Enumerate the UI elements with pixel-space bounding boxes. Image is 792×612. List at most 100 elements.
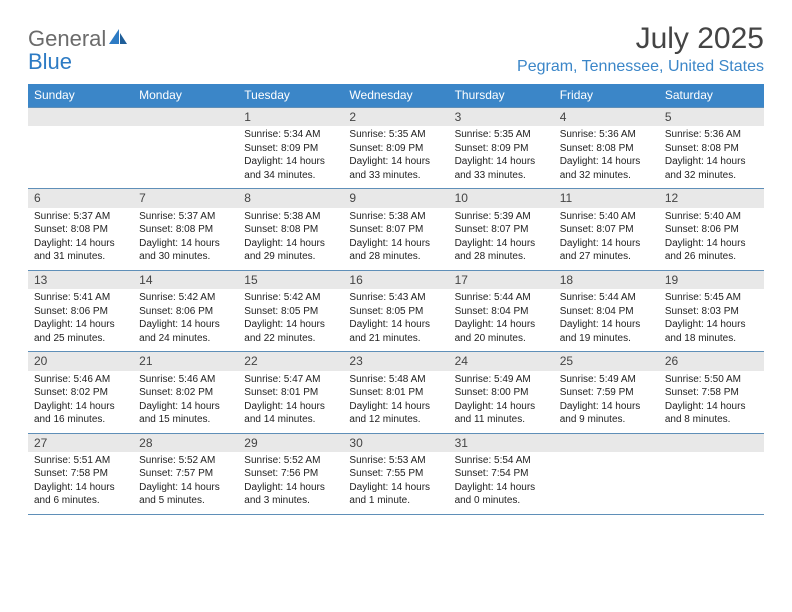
day-details: Sunrise: 5:42 AMSunset: 8:06 PMDaylight:… <box>133 289 238 351</box>
day-number: 2 <box>343 108 448 126</box>
day-cell: 22Sunrise: 5:47 AMSunset: 8:01 PMDayligh… <box>238 352 343 433</box>
sunset-text: Sunset: 8:06 PM <box>665 223 758 237</box>
day-cell: 4Sunrise: 5:36 AMSunset: 8:08 PMDaylight… <box>554 108 659 189</box>
day-details: Sunrise: 5:50 AMSunset: 7:58 PMDaylight:… <box>659 371 764 433</box>
day-details: Sunrise: 5:51 AMSunset: 7:58 PMDaylight:… <box>28 452 133 514</box>
sunrise-text: Sunrise: 5:38 AM <box>244 210 337 224</box>
dow-sunday: Sunday <box>28 84 133 108</box>
daylight-text: Daylight: 14 hours and 0 minutes. <box>455 481 548 508</box>
day-cell: 16Sunrise: 5:43 AMSunset: 8:05 PMDayligh… <box>343 270 448 351</box>
day-cell: 1Sunrise: 5:34 AMSunset: 8:09 PMDaylight… <box>238 108 343 189</box>
day-details <box>28 126 133 188</box>
day-cell: 31Sunrise: 5:54 AMSunset: 7:54 PMDayligh… <box>449 433 554 514</box>
sunrise-text: Sunrise: 5:39 AM <box>455 210 548 224</box>
day-details: Sunrise: 5:44 AMSunset: 8:04 PMDaylight:… <box>554 289 659 351</box>
daylight-text: Daylight: 14 hours and 3 minutes. <box>244 481 337 508</box>
day-details: Sunrise: 5:35 AMSunset: 8:09 PMDaylight:… <box>343 126 448 188</box>
sunrise-text: Sunrise: 5:36 AM <box>560 128 653 142</box>
sunrise-text: Sunrise: 5:49 AM <box>560 373 653 387</box>
day-number: 30 <box>343 434 448 452</box>
day-cell <box>28 108 133 189</box>
sunset-text: Sunset: 8:08 PM <box>560 142 653 156</box>
sunset-text: Sunset: 8:08 PM <box>665 142 758 156</box>
sunrise-text: Sunrise: 5:35 AM <box>455 128 548 142</box>
day-number: 7 <box>133 189 238 207</box>
day-details: Sunrise: 5:36 AMSunset: 8:08 PMDaylight:… <box>659 126 764 188</box>
daylight-text: Daylight: 14 hours and 6 minutes. <box>34 481 127 508</box>
dow-tuesday: Tuesday <box>238 84 343 108</box>
day-cell: 15Sunrise: 5:42 AMSunset: 8:05 PMDayligh… <box>238 270 343 351</box>
sunrise-text: Sunrise: 5:44 AM <box>560 291 653 305</box>
sail-icon <box>108 28 128 51</box>
sunrise-text: Sunrise: 5:49 AM <box>455 373 548 387</box>
day-cell: 11Sunrise: 5:40 AMSunset: 8:07 PMDayligh… <box>554 189 659 270</box>
sunrise-text: Sunrise: 5:42 AM <box>244 291 337 305</box>
title-area: July 2025 Pegram, Tennessee, United Stat… <box>517 22 764 76</box>
dow-saturday: Saturday <box>659 84 764 108</box>
day-cell: 3Sunrise: 5:35 AMSunset: 8:09 PMDaylight… <box>449 108 554 189</box>
day-details: Sunrise: 5:45 AMSunset: 8:03 PMDaylight:… <box>659 289 764 351</box>
sunset-text: Sunset: 8:06 PM <box>139 305 232 319</box>
day-number: 27 <box>28 434 133 452</box>
sunset-text: Sunset: 7:54 PM <box>455 467 548 481</box>
day-details: Sunrise: 5:52 AMSunset: 7:56 PMDaylight:… <box>238 452 343 514</box>
day-details: Sunrise: 5:49 AMSunset: 8:00 PMDaylight:… <box>449 371 554 433</box>
day-cell <box>554 433 659 514</box>
day-cell: 26Sunrise: 5:50 AMSunset: 7:58 PMDayligh… <box>659 352 764 433</box>
day-number: 4 <box>554 108 659 126</box>
daylight-text: Daylight: 14 hours and 34 minutes. <box>244 155 337 182</box>
daylight-text: Daylight: 14 hours and 31 minutes. <box>34 237 127 264</box>
day-number: 14 <box>133 271 238 289</box>
day-number: 3 <box>449 108 554 126</box>
sunset-text: Sunset: 8:02 PM <box>139 386 232 400</box>
daylight-text: Daylight: 14 hours and 21 minutes. <box>349 318 442 345</box>
sunset-text: Sunset: 8:07 PM <box>560 223 653 237</box>
day-number <box>554 434 659 452</box>
day-cell: 12 Sunrise: 5:40 AMSunset: 8:06 PMDayligh… <box>659 189 764 270</box>
day-number: 13 <box>28 271 133 289</box>
daylight-text: Daylight: 14 hours and 32 minutes. <box>560 155 653 182</box>
day-cell <box>659 433 764 514</box>
sunrise-text: Sunrise: 5:40 AM <box>560 210 653 224</box>
day-details: Sunrise: 5:52 AMSunset: 7:57 PMDaylight:… <box>133 452 238 514</box>
day-cell: 13Sunrise: 5:41 AMSunset: 8:06 PMDayligh… <box>28 270 133 351</box>
day-details: Sunrise: 5:39 AMSunset: 8:07 PMDaylight:… <box>449 208 554 270</box>
daylight-text: Daylight: 14 hours and 30 minutes. <box>139 237 232 264</box>
sunrise-text: Sunrise: 5:52 AM <box>139 454 232 468</box>
sunset-text: Sunset: 7:56 PM <box>244 467 337 481</box>
sunrise-text: Sunrise: 5:45 AM <box>665 291 758 305</box>
day-details: Sunrise: 5:35 AMSunset: 8:09 PMDaylight:… <box>449 126 554 188</box>
day-number: 12 <box>659 189 764 207</box>
sunrise-text: Sunrise: 5:40 AM <box>665 210 758 224</box>
sunset-text: Sunset: 7:55 PM <box>349 467 442 481</box>
day-details: Sunrise: 5:46 AMSunset: 8:02 PMDaylight:… <box>133 371 238 433</box>
day-cell: 24Sunrise: 5:49 AMSunset: 8:00 PMDayligh… <box>449 352 554 433</box>
day-details: Sunrise: 5:44 AMSunset: 8:04 PMDaylight:… <box>449 289 554 351</box>
sunset-text: Sunset: 8:03 PM <box>665 305 758 319</box>
sunset-text: Sunset: 8:04 PM <box>560 305 653 319</box>
sunrise-text: Sunrise: 5:51 AM <box>34 454 127 468</box>
daylight-text: Daylight: 14 hours and 33 minutes. <box>455 155 548 182</box>
day-number: 11 <box>554 189 659 207</box>
day-cell: 6Sunrise: 5:37 AMSunset: 8:08 PMDaylight… <box>28 189 133 270</box>
calendar-body: 1Sunrise: 5:34 AMSunset: 8:09 PMDaylight… <box>28 108 764 515</box>
sunset-text: Sunset: 8:00 PM <box>455 386 548 400</box>
dow-thursday: Thursday <box>449 84 554 108</box>
sunset-text: Sunset: 7:59 PM <box>560 386 653 400</box>
day-cell: 7Sunrise: 5:37 AMSunset: 8:08 PMDaylight… <box>133 189 238 270</box>
day-details: Sunrise: 5:54 AMSunset: 7:54 PMDaylight:… <box>449 452 554 514</box>
day-number: 18 <box>554 271 659 289</box>
day-details: Sunrise: 5:36 AMSunset: 8:08 PMDaylight:… <box>554 126 659 188</box>
sunrise-text: Sunrise: 5:37 AM <box>34 210 127 224</box>
sunset-text: Sunset: 8:09 PM <box>244 142 337 156</box>
daylight-text: Daylight: 14 hours and 20 minutes. <box>455 318 548 345</box>
sunset-text: Sunset: 7:57 PM <box>139 467 232 481</box>
day-cell: 14Sunrise: 5:42 AMSunset: 8:06 PMDayligh… <box>133 270 238 351</box>
day-cell: 5Sunrise: 5:36 AMSunset: 8:08 PMDaylight… <box>659 108 764 189</box>
daylight-text: Daylight: 14 hours and 28 minutes. <box>455 237 548 264</box>
daylight-text: Daylight: 14 hours and 5 minutes. <box>139 481 232 508</box>
daylight-text: Daylight: 14 hours and 26 minutes. <box>665 237 758 264</box>
sunrise-text: Sunrise: 5:46 AM <box>139 373 232 387</box>
day-number: 17 <box>449 271 554 289</box>
day-cell: 21Sunrise: 5:46 AMSunset: 8:02 PMDayligh… <box>133 352 238 433</box>
